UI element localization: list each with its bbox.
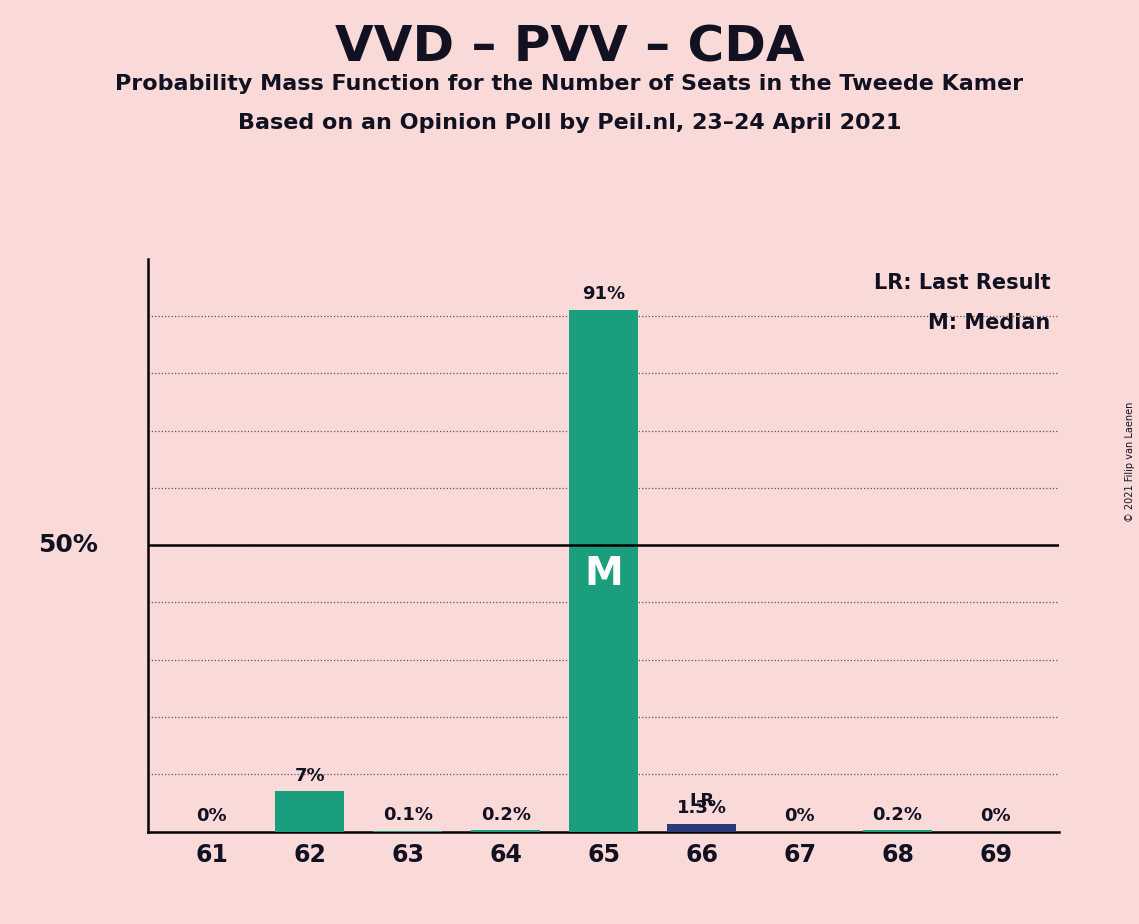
Text: 0%: 0%	[196, 807, 227, 825]
Bar	[863, 831, 932, 832]
Text: M: Median: M: Median	[928, 313, 1050, 334]
Text: © 2021 Filip van Laenen: © 2021 Filip van Laenen	[1125, 402, 1134, 522]
Text: 91%: 91%	[582, 286, 625, 303]
Bar	[667, 824, 736, 832]
Bar	[570, 310, 638, 832]
Text: Based on an Opinion Poll by Peil.nl, 23–24 April 2021: Based on an Opinion Poll by Peil.nl, 23–…	[238, 113, 901, 133]
Bar	[276, 792, 344, 832]
Text: 0.1%: 0.1%	[383, 806, 433, 824]
Text: VVD – PVV – CDA: VVD – PVV – CDA	[335, 23, 804, 71]
Text: 0%: 0%	[981, 807, 1011, 825]
Text: 50%: 50%	[38, 533, 98, 557]
Text: 0.2%: 0.2%	[872, 806, 923, 823]
Text: 7%: 7%	[294, 767, 325, 784]
Text: LR: Last Result: LR: Last Result	[874, 274, 1050, 293]
Text: LR: LR	[689, 792, 714, 809]
Bar	[472, 831, 540, 832]
Text: Probability Mass Function for the Number of Seats in the Tweede Kamer: Probability Mass Function for the Number…	[115, 74, 1024, 94]
Text: 0.2%: 0.2%	[481, 806, 531, 823]
Text: 0%: 0%	[785, 807, 814, 825]
Text: M: M	[584, 554, 623, 593]
Text: 1.3%: 1.3%	[677, 799, 727, 817]
